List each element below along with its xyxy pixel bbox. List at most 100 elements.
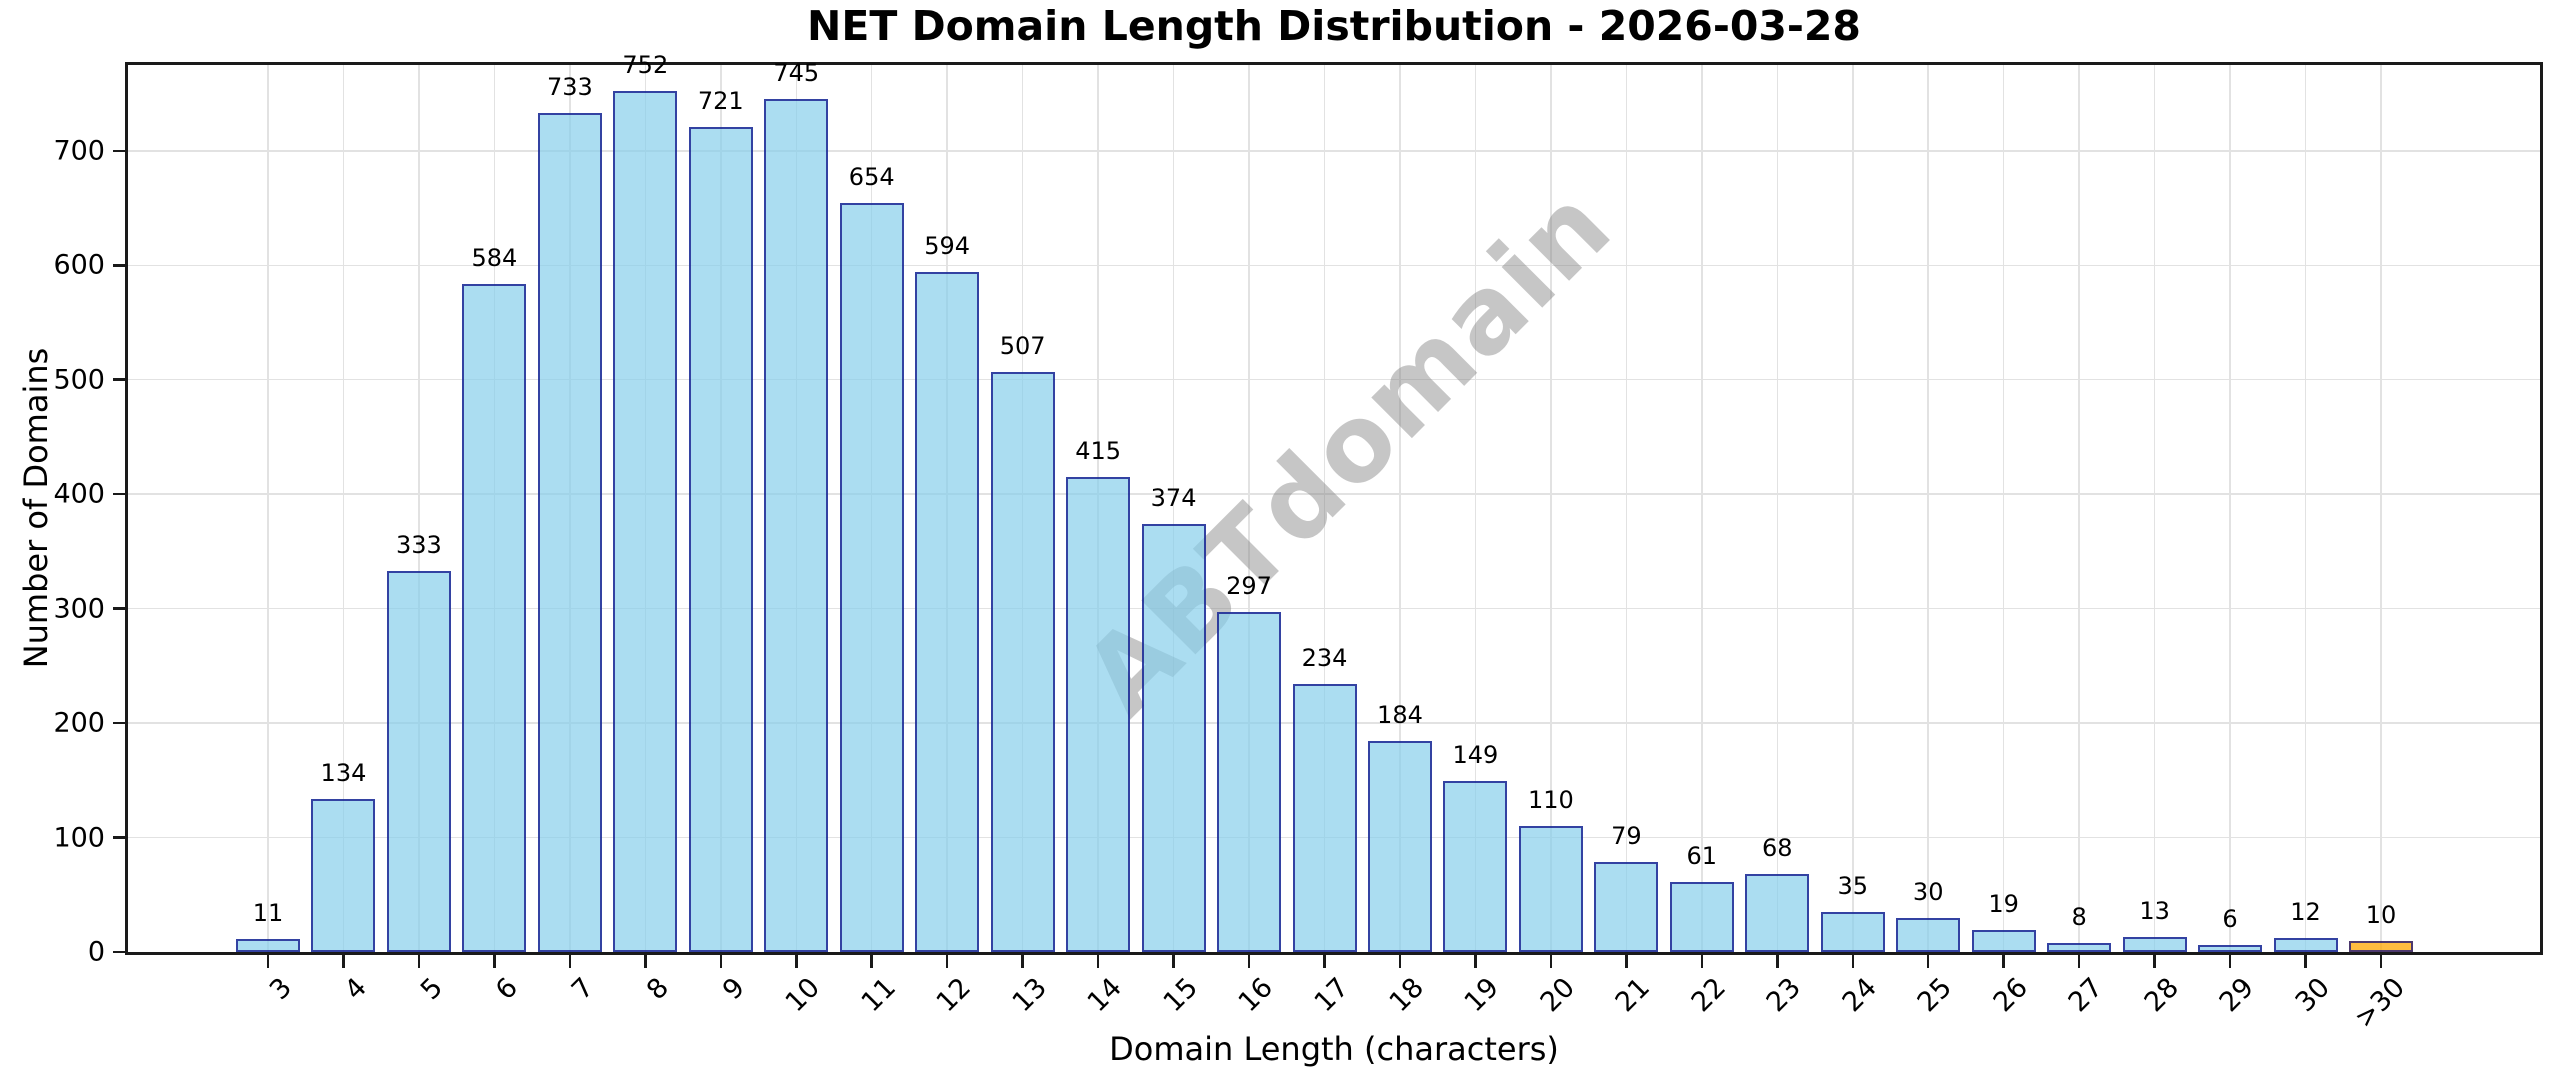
- bar-26: [1971, 930, 2036, 952]
- x-axis-tick: [266, 955, 270, 968]
- y-axis-tick: [113, 264, 125, 267]
- x-tick-label: 15: [1157, 972, 1204, 1019]
- y-tick-label: 0: [87, 936, 105, 968]
- bar-27: [2047, 942, 2112, 952]
- y-tick-label: 300: [53, 593, 105, 625]
- x-tick-label: 8: [641, 972, 676, 1007]
- bar-value-label: 374: [1150, 483, 1197, 512]
- x-axis-tick: [342, 955, 345, 968]
- y-axis-tick: [113, 950, 125, 954]
- x-axis-tick: [1851, 955, 1854, 968]
- x-tick-label: 25: [1911, 972, 1959, 1019]
- bar-28: [2122, 937, 2187, 952]
- gridline-vertical: [1927, 65, 1929, 952]
- x-axis-tick: [417, 955, 421, 968]
- gridline-vertical: [267, 65, 269, 952]
- bar-3: [236, 939, 300, 952]
- bar-value-label: 234: [1301, 644, 1348, 673]
- x-axis-tick: [493, 955, 496, 968]
- gridline-vertical: [1323, 65, 1326, 952]
- x-tick-label: 21: [1610, 972, 1657, 1019]
- bar-value-label: 68: [1762, 834, 1793, 863]
- x-tick-label: 27: [2062, 972, 2110, 1019]
- gridline-vertical: [1399, 65, 1401, 952]
- bar-value-label: 8: [2071, 902, 2087, 931]
- gridline-horizontal: [128, 264, 2540, 267]
- bar-value-label: 333: [396, 530, 442, 559]
- x-axis-tick: [1323, 955, 1326, 968]
- bar-value-label: 184: [1377, 701, 1423, 730]
- x-axis-tick: [870, 955, 873, 968]
- x-tick-label: 11: [855, 972, 902, 1019]
- bar-6: [462, 283, 527, 952]
- x-tick-label: 6: [490, 972, 525, 1007]
- x-tick-label: 19: [1459, 972, 1506, 1019]
- gridline-vertical: [2153, 65, 2156, 952]
- x-axis-tick: [1700, 955, 1704, 968]
- x-tick-label: 20: [1534, 972, 1581, 1019]
- bar-value-label: 752: [622, 51, 669, 80]
- gridline-vertical: [1701, 65, 1703, 952]
- y-tick-label: 500: [53, 364, 105, 396]
- y-axis-tick: [113, 607, 125, 610]
- bar-25: [1896, 917, 1961, 952]
- gridline-vertical: [1776, 65, 1779, 952]
- x-axis-tick: [1625, 955, 1628, 968]
- bar-value-label: 507: [999, 331, 1046, 360]
- bar-4: [311, 798, 376, 952]
- x-axis-tick: [1021, 955, 1024, 968]
- x-axis-tick: [719, 955, 723, 968]
- chart-title: NET Domain Length Distribution - 2026-03…: [807, 2, 1861, 50]
- x-tick-label: 24: [1836, 972, 1883, 1019]
- bar-value-label: 594: [924, 232, 971, 261]
- bar-value-label: 6: [2222, 905, 2238, 934]
- x-tick-label: >30: [2348, 972, 2411, 1035]
- gridline-horizontal: [128, 378, 2540, 381]
- x-tick-label: 14: [1081, 972, 1129, 1019]
- y-tick-label: 700: [53, 135, 105, 167]
- x-axis-tick: [1247, 955, 1251, 968]
- x-axis-tick: [644, 955, 647, 968]
- x-tick-label: 18: [1383, 972, 1430, 1019]
- bar-value-label: 297: [1226, 572, 1272, 601]
- bar-16: [1217, 612, 1282, 952]
- gridline-vertical: [2002, 65, 2005, 952]
- x-tick-label: 28: [2138, 972, 2185, 1019]
- bar-10: [764, 99, 829, 952]
- y-axis-tick: [113, 721, 125, 725]
- x-tick-label: 22: [1685, 972, 1732, 1019]
- x-axis-tick: [1776, 955, 1779, 968]
- x-axis-tick: [1398, 955, 1402, 968]
- x-tick-label: 29: [2213, 972, 2260, 1019]
- y-axis-tick: [113, 378, 125, 381]
- bar-13: [990, 371, 1055, 952]
- bar-19: [1443, 781, 1508, 952]
- x-axis-tick: [1096, 955, 1100, 968]
- gridline-vertical: [2229, 65, 2231, 952]
- bar-value-label: 415: [1075, 437, 1121, 466]
- gridline-vertical: [1172, 65, 1175, 952]
- x-axis-tick: [1474, 955, 1477, 968]
- bar-5: [386, 570, 451, 952]
- x-tick-label: 3: [263, 972, 298, 1007]
- x-tick-label: 4: [339, 972, 374, 1007]
- bar-value-label: 12: [2290, 898, 2321, 927]
- bar-value-label: 10: [2365, 900, 2397, 929]
- bar-20: [1518, 826, 1583, 952]
- plot-area: ABTdomain 0 100 200 300 400 500 600 700 11 3 134 4 3…: [53, 51, 2543, 1034]
- gridline-vertical: [1474, 65, 1477, 952]
- x-axis-tick: [1926, 955, 1930, 968]
- x-axis-tick: [2379, 955, 2383, 968]
- x-tick-label: 26: [1987, 972, 2034, 1019]
- bar-value-label: 721: [697, 86, 744, 115]
- x-axis-tick: [568, 955, 572, 968]
- bar-value-label: 134: [320, 758, 367, 787]
- bar-value-label: 35: [1837, 871, 1869, 900]
- gridline-vertical: [1852, 65, 1854, 952]
- bar-9: [688, 126, 753, 952]
- y-tick-label: 600: [53, 249, 105, 281]
- bar->30: [2349, 940, 2413, 952]
- bar-21: [1594, 861, 1659, 952]
- bar-value-label: 13: [2139, 897, 2170, 926]
